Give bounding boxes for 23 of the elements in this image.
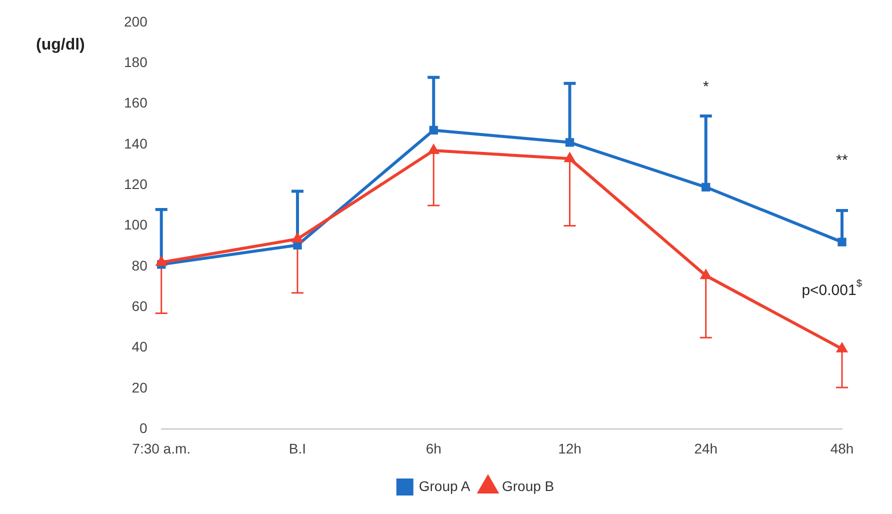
annotation: p<0.001$: [802, 278, 862, 300]
x-tick-label: 48h: [830, 440, 854, 456]
y-tick-label: 180: [124, 54, 148, 70]
y-tick-label: 40: [132, 338, 148, 355]
y-tick-label: 0: [140, 420, 148, 436]
x-tick-label: 24h: [694, 440, 718, 456]
annotation: *: [702, 78, 709, 96]
y-tick-label: 140: [124, 135, 148, 152]
y-tick-label: 80: [132, 257, 148, 274]
x-tick-label: B.I: [288, 440, 306, 456]
y-axis-title: (ug/dl): [36, 36, 85, 54]
y-tick-label: 60: [132, 298, 148, 314]
y-tick-label: 200: [124, 13, 148, 30]
y-tick-label: 160: [124, 94, 148, 111]
legend-label: Group B: [502, 478, 554, 494]
x-tick-label: 12h: [558, 440, 582, 456]
x-tick-label: 6h: [426, 440, 442, 456]
y-tick-label: 120: [124, 176, 148, 192]
y-tick-label: 20: [132, 379, 148, 396]
x-tick-label: 7:30 a.m.: [132, 440, 191, 456]
y-tick-label: 100: [124, 216, 148, 233]
legend-label: Group A: [418, 478, 471, 494]
annotation: **: [836, 152, 848, 169]
